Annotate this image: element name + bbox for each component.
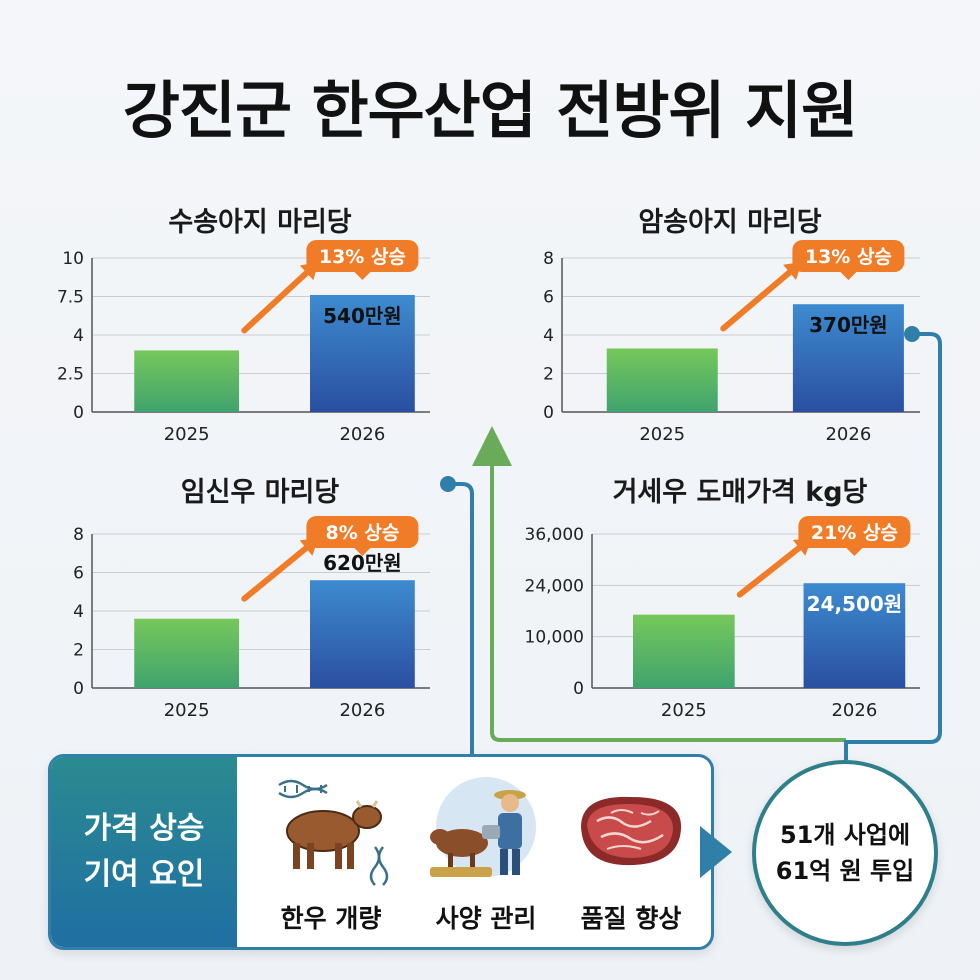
chart-title-pregnant-cow: 임신우 마리당: [180, 477, 340, 508]
marbled-beef-icon: [581, 796, 682, 866]
increase-badge-label: 21% 상승: [811, 522, 898, 544]
x-tick-label: 2025: [661, 700, 707, 721]
bar-2026: [310, 580, 415, 688]
result-line1: 51개 사업에: [779, 821, 911, 849]
y-tick-label: 6: [543, 288, 554, 308]
y-tick-label: 4: [73, 602, 84, 622]
bar-chart-calf-female: 0 2 4 6 8 2025 2026 370만원 13% 상승: [543, 240, 920, 445]
increase-badge-tail: [354, 548, 371, 556]
rise-arrow: [241, 269, 310, 334]
price-factors-heading-line1: 가격 상승: [83, 811, 205, 846]
increase-badge: [306, 240, 419, 272]
increase-badge-tail: [354, 272, 371, 280]
y-tick-label: 36,000: [525, 525, 584, 545]
bar-value-label: 24,500원: [807, 592, 903, 616]
x-tick-label: 2025: [164, 424, 210, 445]
factor-label: 한우 개량: [280, 904, 382, 933]
x-tick-label: 2025: [164, 700, 210, 721]
y-tick-label: 0: [73, 679, 84, 699]
y-tick-label: 4: [543, 326, 554, 346]
investment-result-circle: 51개 사업에 61억 원 투입: [752, 760, 938, 946]
increase-badge: [306, 516, 419, 548]
bar-value-label: 370만원: [809, 313, 888, 337]
factor-breed-improvement: 한우 개량: [256, 757, 406, 947]
bar-chart-steer-price: 0 10,000 24,000 36,000 2025 2026 24,500원 21% 상승: [525, 516, 920, 721]
bar-value-label: 540만원: [323, 304, 402, 328]
chart-title-steer-price: 거세우 도매가격 kg당: [612, 477, 868, 508]
increase-badge-label: 13% 상승: [319, 246, 406, 268]
x-tick-label: 2026: [831, 700, 877, 721]
cow-dna-icon: [278, 779, 389, 886]
y-tick-label: 8: [73, 525, 84, 545]
blue-connector-line-left: [448, 482, 474, 754]
rise-arrow: [720, 269, 793, 332]
bar-2025: [633, 614, 735, 688]
x-tick-label: 2025: [639, 424, 685, 445]
price-factors-heading-line2: 기여 요인: [83, 857, 205, 892]
bar-2025: [134, 350, 240, 412]
factor-pointer-arrow: [700, 826, 732, 878]
increase-badge-label: 13% 상승: [805, 246, 892, 268]
y-tick-label: 0: [543, 403, 554, 423]
price-factors-heading: 가격 상승 기여 요인: [51, 757, 237, 947]
increase-badge-label: 8% 상승: [325, 522, 399, 544]
y-tick-label: 2: [73, 641, 84, 661]
bar-chart-calf-male: 0 2.5 4 7.5 10 2025 2026 540만원 13% 상승: [57, 240, 430, 445]
y-tick-label: 0: [73, 403, 84, 423]
y-tick-label: 7.5: [57, 288, 84, 308]
factor-label: 품질 향상: [580, 904, 682, 933]
y-tick-label: 6: [73, 564, 84, 584]
increase-badge-tail: [840, 272, 857, 280]
factor-quality-improvement: 품질 향상: [556, 757, 706, 947]
y-tick-label: 4: [73, 326, 84, 346]
y-tick-label: 8: [543, 249, 554, 269]
rise-arrow: [736, 544, 803, 598]
connector-dot-left: [440, 476, 456, 492]
bar-2026: [310, 294, 415, 412]
y-tick-label: 24,000: [525, 576, 584, 596]
y-tick-label: 2: [543, 365, 554, 385]
farmer-feeding-icon: [430, 777, 536, 877]
increase-badge: [792, 240, 905, 272]
y-tick-label: 10,000: [525, 628, 584, 648]
result-line2: 61억 원 투입: [775, 857, 915, 885]
bar-2025: [606, 348, 718, 412]
y-tick-label: 0: [573, 679, 584, 699]
x-tick-label: 2026: [339, 700, 385, 721]
x-tick-label: 2026: [339, 424, 385, 445]
y-tick-label: 10: [62, 249, 84, 269]
factor-label: 사양 관리: [435, 904, 537, 933]
page-title: 강진군 한우산업 전방위 지원: [122, 74, 858, 147]
factor-feeding-management: 사양 관리: [411, 757, 561, 947]
price-factors-panel: 가격 상승 기여 요인 한우 개량: [48, 754, 714, 950]
rise-arrow: [241, 545, 310, 602]
increase-badge-tail: [846, 548, 863, 556]
chart-title-calf-male: 수송아지 마리당: [168, 207, 352, 238]
x-tick-label: 2026: [825, 424, 871, 445]
y-tick-label: 2.5: [57, 365, 84, 385]
chart-title-calf-female: 암송아지 마리당: [638, 207, 822, 238]
bar-2025: [134, 618, 240, 688]
